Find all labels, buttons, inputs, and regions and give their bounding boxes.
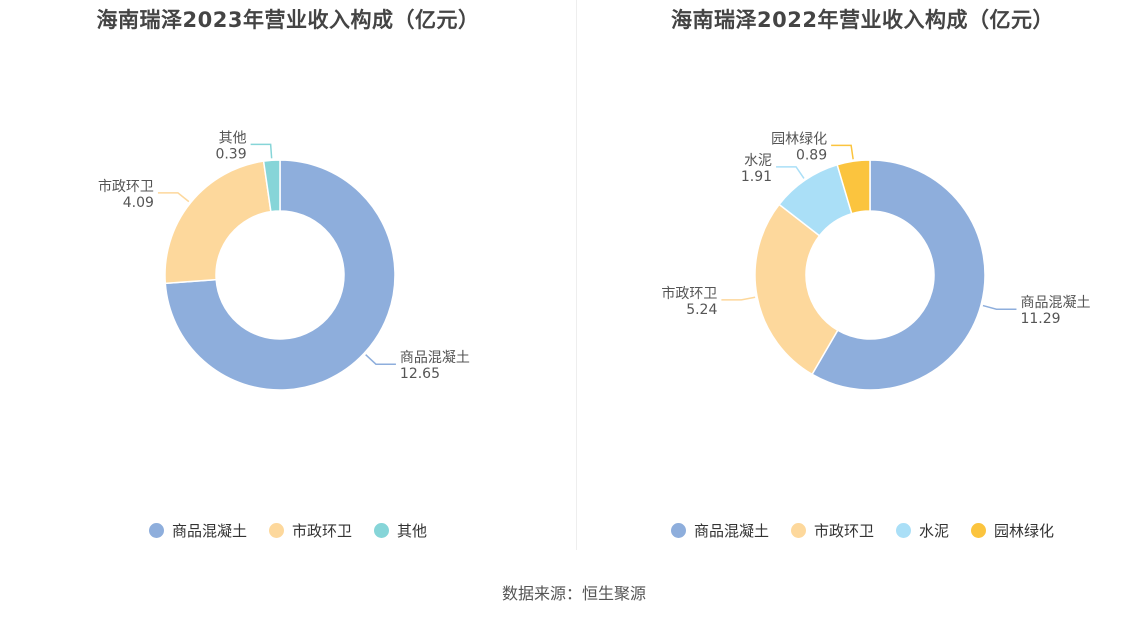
data-source: 数据来源：恒生聚源 (501, 584, 646, 603)
leader-line-0-0 (365, 354, 396, 365)
slice-label-1-2: 水泥 (744, 153, 772, 169)
slice-1-1 (754, 203, 839, 376)
slice-value-1-1: 5.24 (686, 302, 717, 318)
slice-value-0-2: 0.39 (215, 146, 246, 162)
leader-line-1-0 (982, 304, 1017, 310)
chart-2022: 海南瑞泽2022年营业收入构成（亿元） 商品混凝土 11.29 市政环卫 5.24 水泥… (577, 0, 1148, 560)
slice-1-3 (836, 159, 871, 215)
slice-value-0-0: 12.65 (400, 366, 440, 382)
legend-dot-icon (670, 523, 686, 538)
legend-dot-icon (790, 523, 806, 538)
slice-0-2 (262, 159, 281, 213)
slice-label-1-1: 市政环卫 (661, 285, 717, 302)
leader-line-1-2 (776, 166, 805, 179)
slice-1-0 (811, 159, 986, 391)
legend-item-1-3[interactable]: 园林绿化 (971, 520, 1054, 541)
legend-label: 商品混凝土 (171, 522, 247, 540)
legend-label: 商品混凝土 (693, 522, 769, 540)
legend-label: 市政环卫 (813, 522, 874, 540)
slice-value-1-2: 1.91 (741, 169, 772, 185)
legend-dot-icon (268, 523, 284, 538)
legend-2023: 商品混凝土 市政环卫 其他 (0, 520, 576, 541)
leader-line-1-1 (721, 296, 756, 301)
slice-value-1-0: 11.29 (1020, 311, 1060, 327)
legend-item-0-2[interactable]: 其他 (374, 520, 427, 541)
legend-label: 其他 (397, 522, 428, 540)
legend-item-0-1[interactable]: 市政环卫 (268, 520, 352, 541)
legend-label: 市政环卫 (291, 522, 352, 540)
slice-value-1-3: 0.89 (796, 147, 827, 163)
legend-label: 园林绿化 (994, 522, 1055, 540)
legend-item-0-0[interactable]: 商品混凝土 (148, 520, 247, 541)
slice-label-0-1: 市政环卫 (98, 178, 154, 195)
slice-label-1-3: 园林绿化 (771, 131, 827, 147)
slice-label-0-0: 商品混凝土 (400, 350, 470, 366)
leader-line-1-3 (831, 144, 854, 160)
slice-label-1-0: 商品混凝土 (1020, 295, 1090, 311)
leader-line-0-1 (157, 192, 190, 203)
legend-label: 水泥 (919, 522, 950, 540)
legend-item-1-0[interactable]: 商品混凝土 (670, 520, 769, 541)
legend-dot-icon (896, 523, 911, 538)
slice-label-0-2: 其他 (219, 130, 247, 146)
chart-title-2023: 海南瑞泽2023年营业收入构成（亿元） (96, 8, 480, 32)
panel-divider (576, 0, 577, 550)
chart-title-2022: 海南瑞泽2022年营业收入构成（亿元） (671, 8, 1054, 32)
legend-item-1-1[interactable]: 市政环卫 (790, 520, 874, 541)
legend-dot-icon (148, 523, 164, 538)
legend-dot-icon (374, 523, 389, 538)
slice-0-0 (164, 159, 396, 391)
slice-0-1 (164, 160, 272, 285)
slice-value-0-1: 4.09 (123, 195, 154, 211)
leader-line-0-2 (250, 143, 273, 159)
legend-dot-icon (971, 523, 987, 538)
legend-item-1-2[interactable]: 水泥 (896, 520, 949, 541)
legend-2022: 商品混凝土 市政环卫 水泥 园林绿化 (577, 520, 1148, 541)
chart-2023: 海南瑞泽2023年营业收入构成（亿元） 商品混凝土 12.65 市政环卫 4.09 其他… (0, 0, 576, 560)
